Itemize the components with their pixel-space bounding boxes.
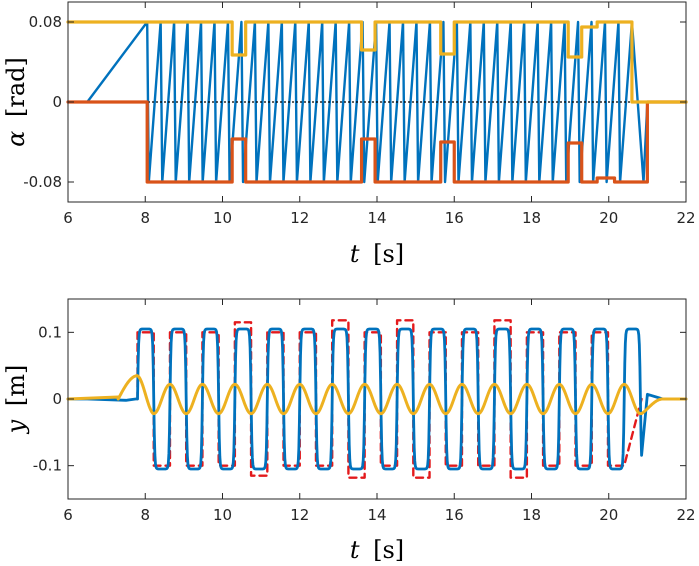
alpha-ticks: 6 8 10 12 14 16 18 20 22 -0.08 0 0.08 [23,2,696,227]
alpha-xtick-label: 18 [522,209,541,227]
y-ticks: 6 8 10 12 14 16 18 20 22 -0.1 0 0.1 [33,299,696,524]
alpha-ylabel-var: α [2,131,30,147]
y-xlabel-var: t [350,536,360,564]
y-xtick-label: 18 [522,506,541,524]
y-xtick-label: 8 [140,506,150,524]
alpha-xtick-label: 8 [140,209,150,227]
y-xtick-label: 12 [290,506,309,524]
y-xtick-label: 14 [367,506,386,524]
y-ylabel-var: y [2,419,30,434]
alpha-x-axis-label: t [s] [350,240,404,268]
alpha-xtick-label: 22 [676,209,695,227]
y-ytick-label: -0.1 [33,457,62,475]
y-x-axis-label: t [s] [350,536,404,564]
y-xlabel-unit: [s] [373,536,404,564]
y-ytick-label: 0.1 [38,323,62,341]
alpha-xtick-label: 14 [367,209,386,227]
y-xtick-label: 6 [63,506,73,524]
alpha-xtick-label: 10 [213,209,232,227]
alpha-ytick-label: -0.08 [23,173,62,191]
alpha-xtick-label: 12 [290,209,309,227]
alpha-xlabel-unit: [s] [373,240,404,268]
alpha-series-orange [66,100,688,184]
y-series-blue [66,327,688,471]
alpha-xlabel-var: t [350,240,360,268]
alpha-chart: 6 8 10 12 14 16 18 20 22 -0.08 0 0.08 t [s] α [rad] [2,1,696,268]
y-xtick-label: 20 [599,506,618,524]
y-xtick-label: 22 [676,506,695,524]
alpha-xtick-label: 6 [63,209,73,227]
alpha-series-group [66,20,688,184]
alpha-ylabel-unit: [rad] [2,57,30,117]
alpha-y-axis-label: α [rad] [2,57,30,147]
y-xtick-label: 10 [213,506,232,524]
y-ytick-label: 0 [52,390,62,408]
y-series-group [66,319,688,479]
y-ylabel-unit: [m] [2,365,30,406]
alpha-ytick-label: 0.08 [29,13,62,31]
y-chart: 6 8 10 12 14 16 18 20 22 -0.1 0 0.1 t [s] y [m] [2,298,696,564]
y-xtick-label: 16 [445,506,464,524]
alpha-series-blue [86,20,649,184]
alpha-ytick-label: 0 [52,93,62,111]
alpha-xtick-label: 20 [599,209,618,227]
y-series-yellow [66,374,688,416]
alpha-xtick-label: 16 [445,209,464,227]
y-y-axis-label: y [m] [2,365,30,435]
alpha-series-yellow [66,20,688,104]
